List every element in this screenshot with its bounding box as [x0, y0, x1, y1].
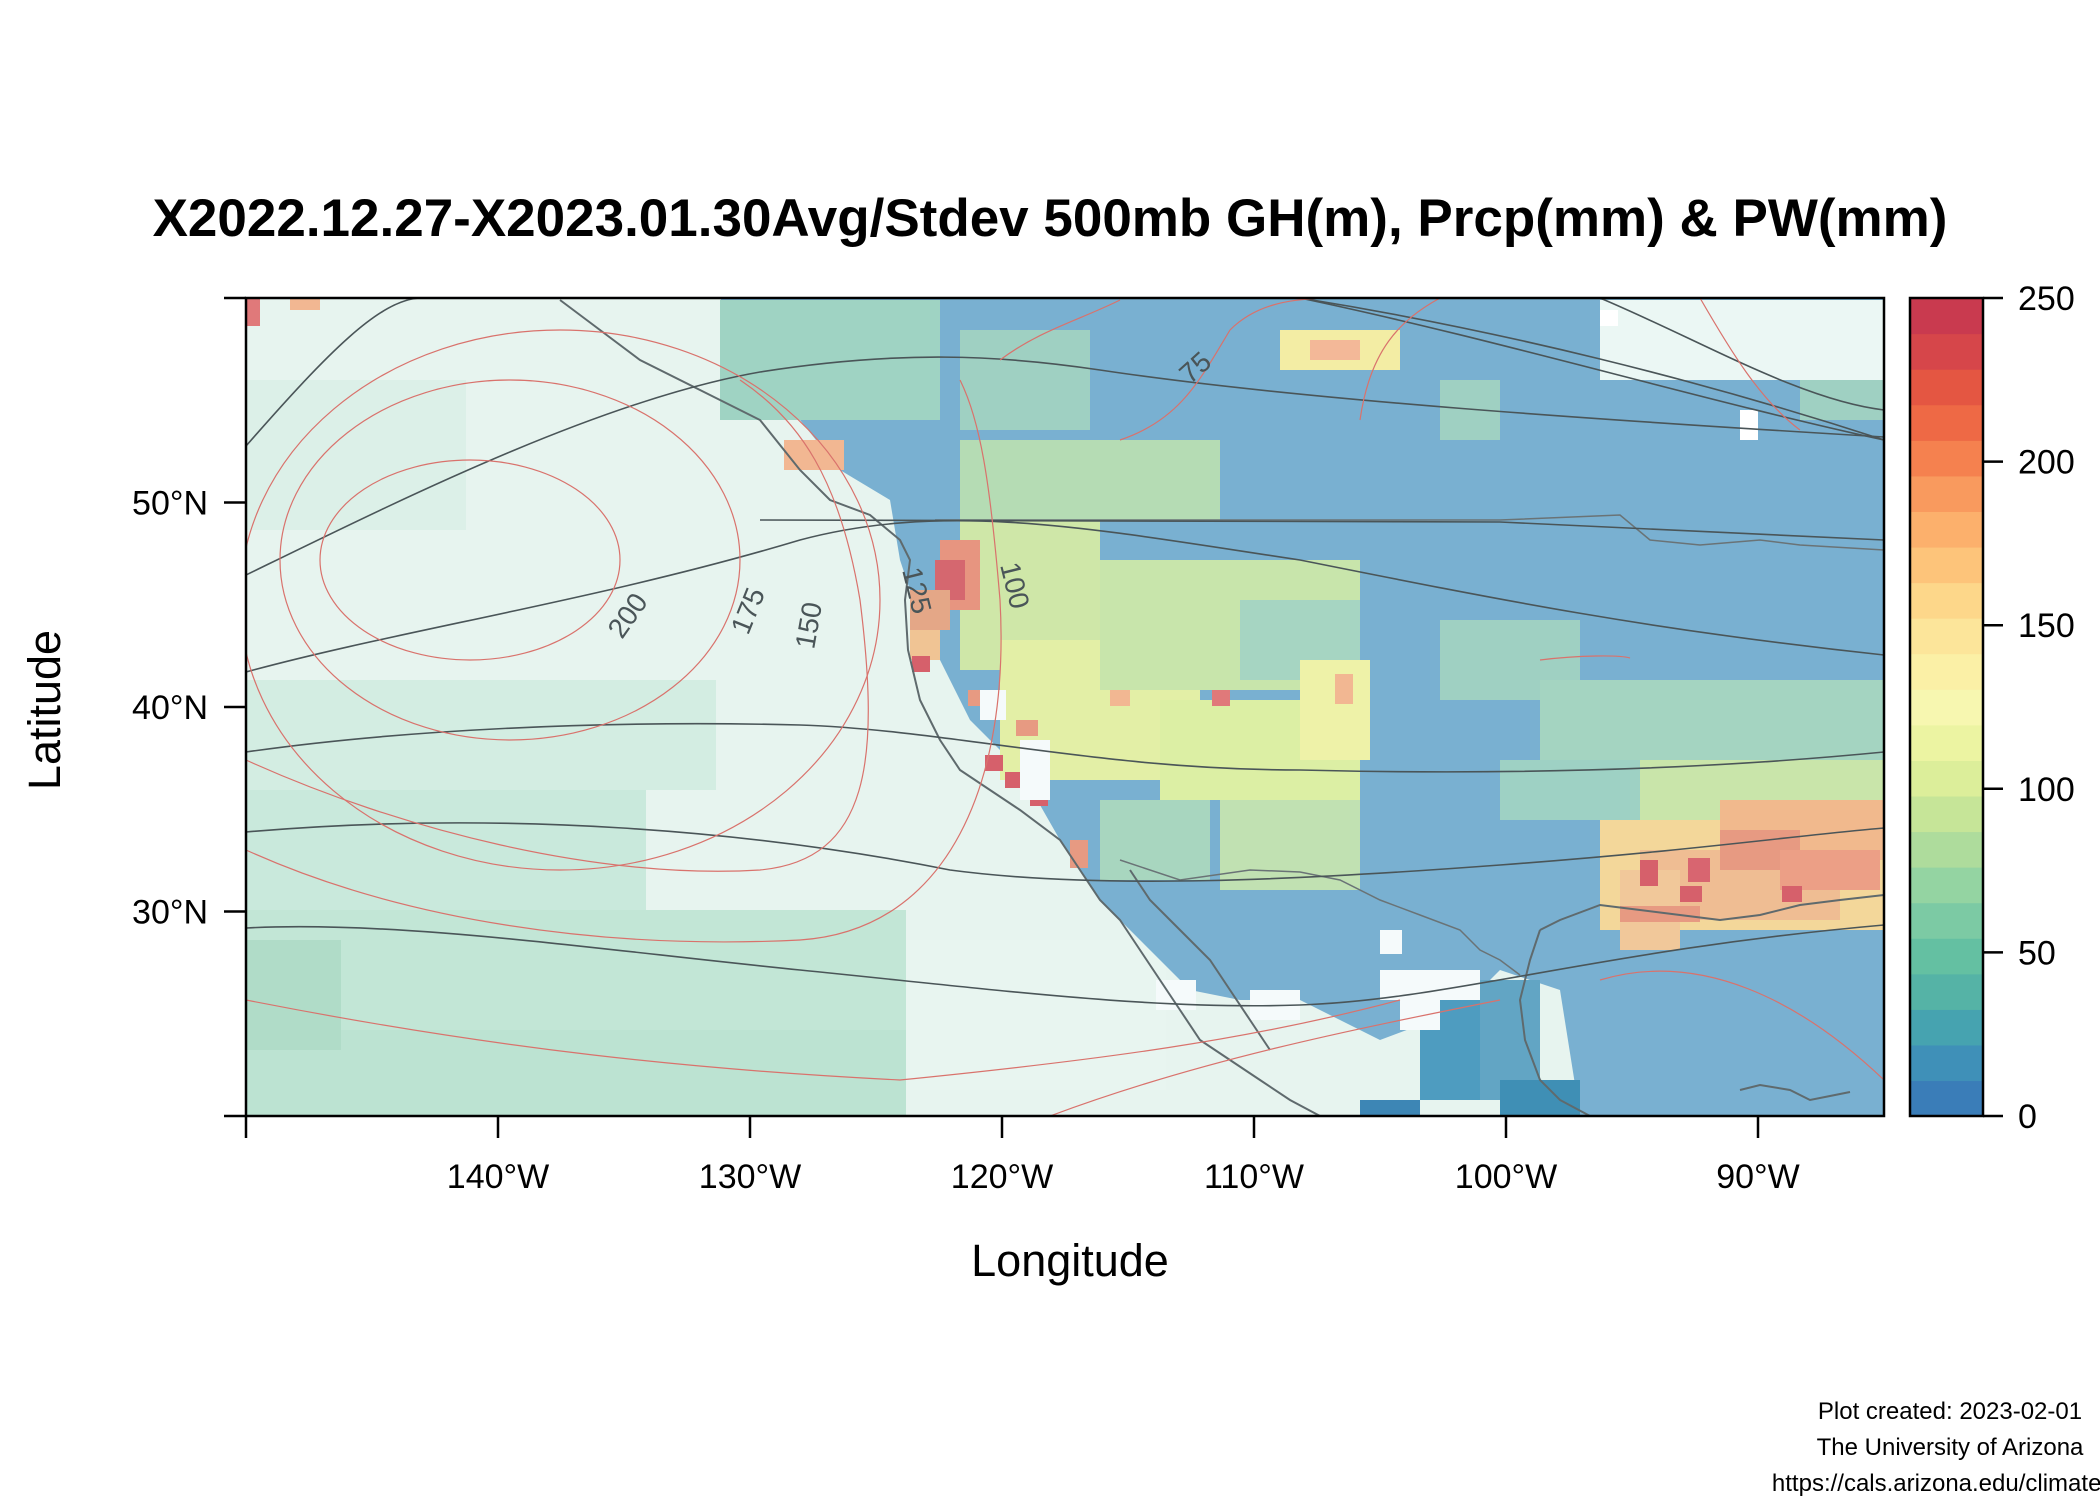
gh-contours: [246, 298, 1884, 1007]
pw-contours: [246, 298, 1884, 1116]
colorbar-swatch: [1910, 511, 1983, 548]
colorbar-ticks: 0 50 100 150 200 250: [1983, 280, 2075, 1136]
colorbar-swatch: [1910, 795, 1983, 833]
colorbar-swatch: [1910, 653, 1983, 690]
credit-url: https://cals.arizona.edu/climate/: [1771, 1470, 2100, 1497]
x-tick-label: 90°W: [1716, 1158, 1800, 1196]
colorbar-swatch: [1910, 1044, 1983, 1082]
x-tick-label: 120°W: [951, 1158, 1053, 1196]
colorbar-swatch: [1910, 369, 1983, 406]
map-title: X2022.12.27-X2023.01.30Avg/Stdev 500mb G…: [152, 189, 1948, 248]
colorbar-tick-label: 150: [2018, 607, 2075, 645]
colorbar-swatch: [1910, 1009, 1983, 1046]
land-precip-shading: [720, 298, 1884, 1116]
colorbar-swatch: [1910, 902, 1983, 939]
colorbar-swatch: [1910, 618, 1983, 655]
colorbar-swatch: [1910, 867, 1983, 904]
borders: [935, 514, 1884, 976]
colorbar-swatch: [1910, 298, 1983, 335]
colorbar-swatch: [1910, 831, 1983, 868]
map-area: 200 175 150 125 100 75: [246, 298, 1884, 1116]
colorbar: [1910, 298, 1983, 1117]
colorbar-swatch: [1910, 333, 1983, 370]
y-tick-label: 30°N: [132, 894, 208, 932]
colorbar-tick-label: 50: [2018, 934, 2056, 972]
colorbar-tick-label: 0: [2018, 1098, 2037, 1136]
colorbar-swatch: [1910, 689, 1983, 726]
y-axis: 30°N 40°N 50°N: [132, 296, 246, 1118]
colorbar-swatch: [1910, 724, 1983, 761]
colorbar-swatch: [1910, 973, 1983, 1010]
x-tick-label: 130°W: [699, 1158, 801, 1196]
y-tick-label: 50°N: [132, 485, 208, 523]
colorbar-tick-label: 250: [2018, 280, 2075, 318]
credit-date: Plot created: 2023-02-01: [1817, 1398, 2083, 1425]
coastline: [559, 299, 1884, 1116]
colorbar-frame: [1908, 296, 1985, 1118]
colorbar-swatch: [1910, 1080, 1983, 1117]
x-tick-label: 100°W: [1455, 1158, 1557, 1196]
colorbar-swatch: [1910, 582, 1983, 619]
x-tick-label: 140°W: [447, 1158, 549, 1196]
colorbar-swatch: [1910, 475, 1983, 512]
colorbar-tick-label: 100: [2018, 771, 2075, 809]
credit-institution: The University of Arizona: [1816, 1434, 2084, 1461]
x-axis: 140°W 130°W 120°W 110°W 100°W 90°W: [244, 1116, 1800, 1196]
colorbar-tick-label: 200: [2018, 444, 2075, 482]
x-axis-label: Longitude: [971, 1235, 1169, 1286]
colorbar-swatch: [1910, 546, 1983, 584]
x-tick-label: 110°W: [1204, 1158, 1304, 1196]
y-tick-label: 40°N: [132, 689, 208, 727]
colorbar-swatch: [1910, 404, 1983, 441]
colorbar-swatch: [1910, 938, 1983, 975]
colorbar-swatch: [1910, 760, 1983, 797]
colorbar-swatch: [1910, 440, 1983, 477]
